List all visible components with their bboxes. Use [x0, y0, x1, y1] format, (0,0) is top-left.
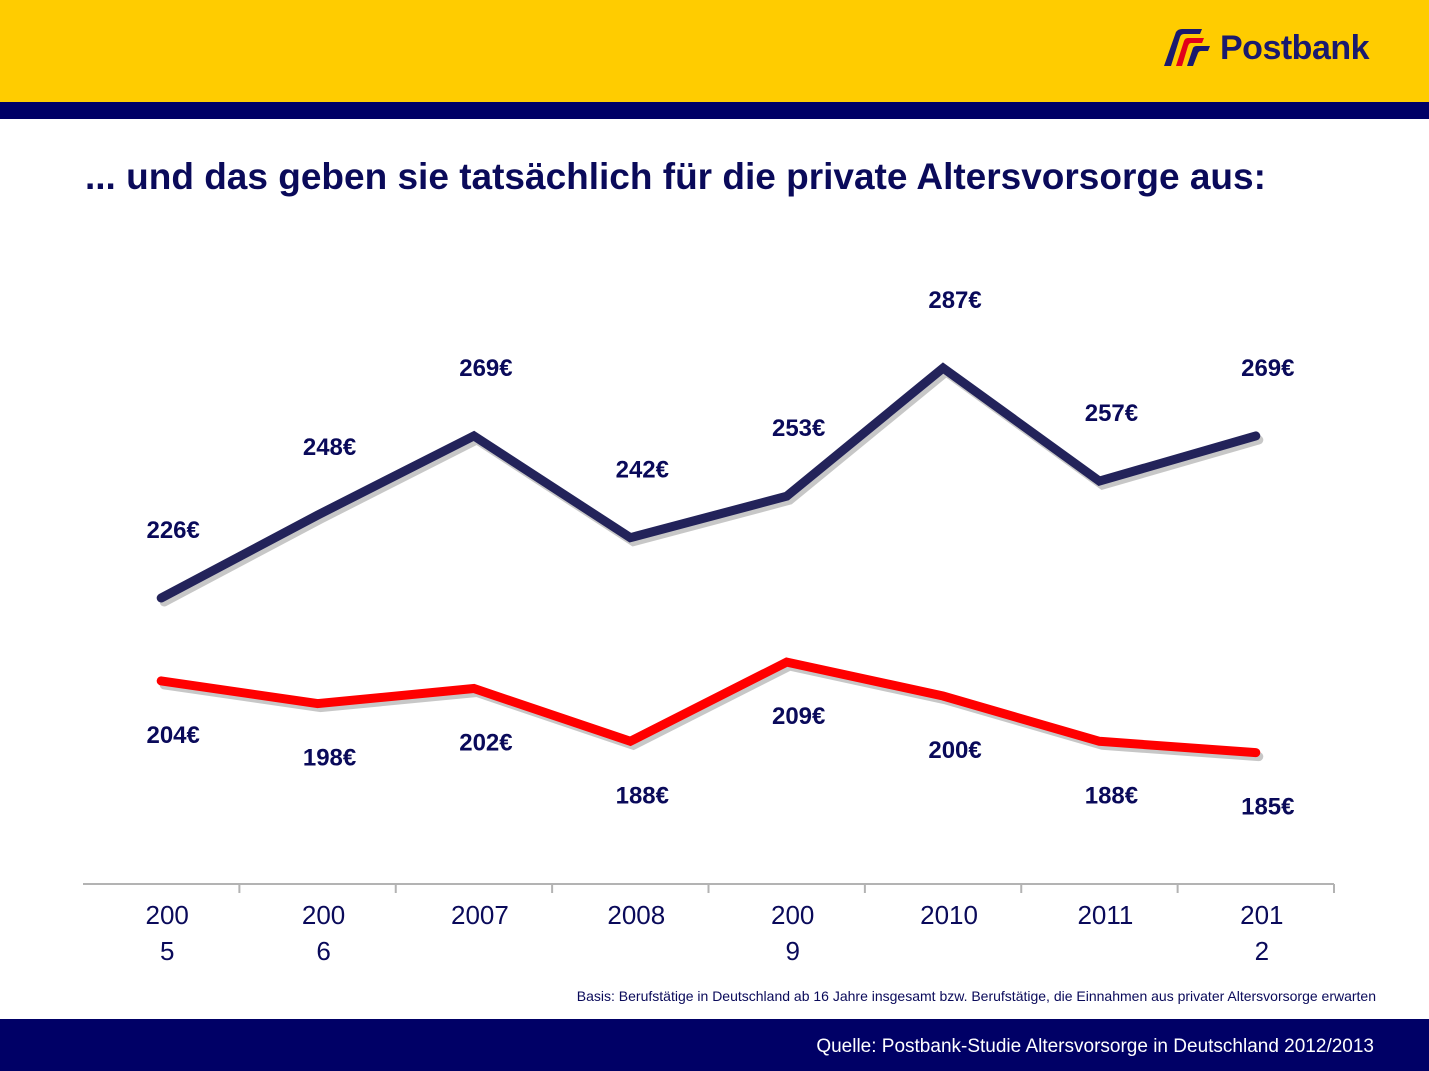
x-tick-label: 200 9 [771, 900, 814, 966]
source-note: Quelle: Postbank-Studie Altersvorsorge i… [816, 1036, 1374, 1057]
postbank-logo: Postbank [1162, 26, 1370, 70]
x-tick-label: 2011 [1077, 900, 1133, 930]
brand-name: Postbank [1220, 28, 1370, 67]
page-title: ... und das geben sie tatsächlich für di… [85, 156, 1266, 197]
series-line-total [156, 362, 1261, 603]
x-tick-label: 200 6 [302, 900, 345, 966]
data-label: 198€ [303, 745, 356, 772]
data-label: 253€ [772, 415, 825, 442]
footer-band [0, 1019, 1429, 1071]
data-label: 242€ [616, 457, 669, 484]
data-label: 188€ [616, 782, 669, 809]
data-label: 269€ [1241, 355, 1294, 382]
postbank-swoosh-icon [1164, 29, 1210, 66]
data-label: 257€ [1085, 400, 1138, 427]
data-label: 202€ [459, 729, 512, 756]
basis-note: Basis: Berufstätige in Deutschland ab 16… [576, 988, 1376, 1004]
data-label: 204€ [146, 722, 199, 749]
data-label: 185€ [1241, 794, 1294, 821]
x-tick-label: 2007 [451, 900, 509, 930]
data-label: 209€ [772, 703, 825, 730]
data-label: 226€ [146, 517, 199, 544]
data-label: 200€ [928, 737, 981, 764]
header-rule [0, 102, 1429, 119]
x-tick-label: 200 5 [145, 900, 188, 966]
series-line-expecting-income [156, 657, 1261, 758]
header-band [0, 0, 1429, 102]
x-tick-label: 201 2 [1240, 900, 1283, 966]
data-label: 248€ [303, 434, 356, 461]
data-label: 269€ [459, 355, 512, 382]
x-tick-label: 2008 [607, 900, 665, 930]
data-label: 188€ [1085, 782, 1138, 809]
x-tick-label: 2010 [920, 900, 978, 930]
data-label: 287€ [928, 287, 981, 314]
